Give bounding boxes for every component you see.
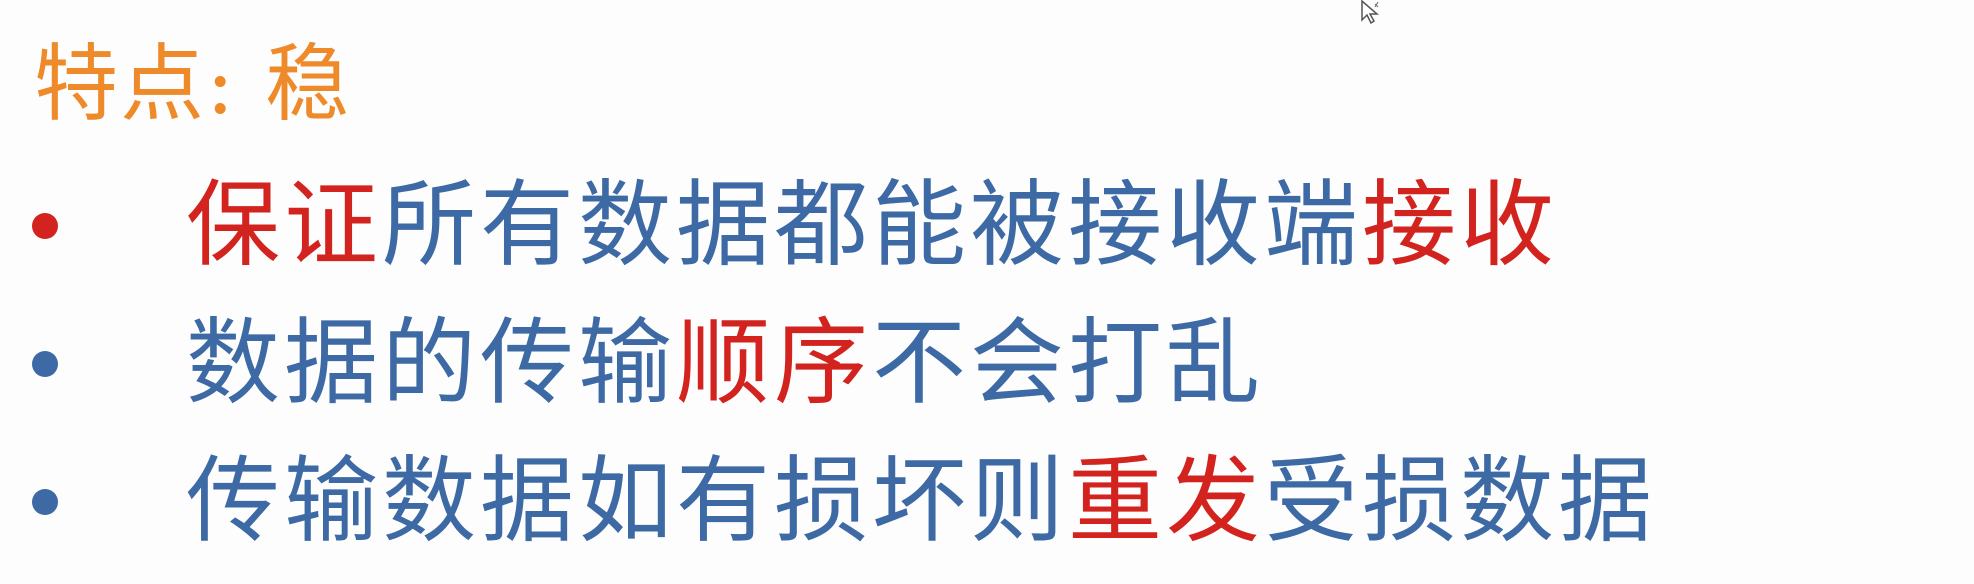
body-text: 数据的传输 bbox=[186, 309, 677, 418]
bullet-item: 传输数据如有损坏则重发受损数据 bbox=[0, 440, 1974, 580]
bullet-item: 数据的传输顺序不会打乱 bbox=[0, 302, 1974, 442]
body-text: 受损数据 bbox=[1264, 447, 1657, 556]
mouse-pointer-icon bbox=[1361, 0, 1380, 24]
bullet-dot bbox=[32, 489, 58, 515]
bullet-dot bbox=[32, 213, 58, 239]
emphasis-text: 接收 bbox=[1362, 171, 1559, 280]
body-text: 所有数据都能被接收端 bbox=[382, 171, 1363, 280]
bullet-text: 保证所有数据都能被接收端接收 bbox=[186, 164, 1558, 288]
emphasis-text: 重发 bbox=[1068, 447, 1265, 556]
slide-title: 特点: 稳 bbox=[34, 35, 352, 133]
body-text: 不会打乱 bbox=[872, 309, 1265, 418]
bullet-text: 传输数据如有损坏则重发受损数据 bbox=[186, 440, 1656, 564]
bullet-item: 保证所有数据都能被接收端接收 bbox=[0, 164, 1974, 304]
bullet-text: 数据的传输顺序不会打乱 bbox=[186, 302, 1264, 426]
bullet-dot bbox=[32, 351, 58, 377]
emphasis-text: 保证 bbox=[186, 171, 383, 280]
emphasis-text: 顺序 bbox=[676, 309, 873, 418]
body-text: 传输数据如有损坏则 bbox=[186, 447, 1069, 556]
